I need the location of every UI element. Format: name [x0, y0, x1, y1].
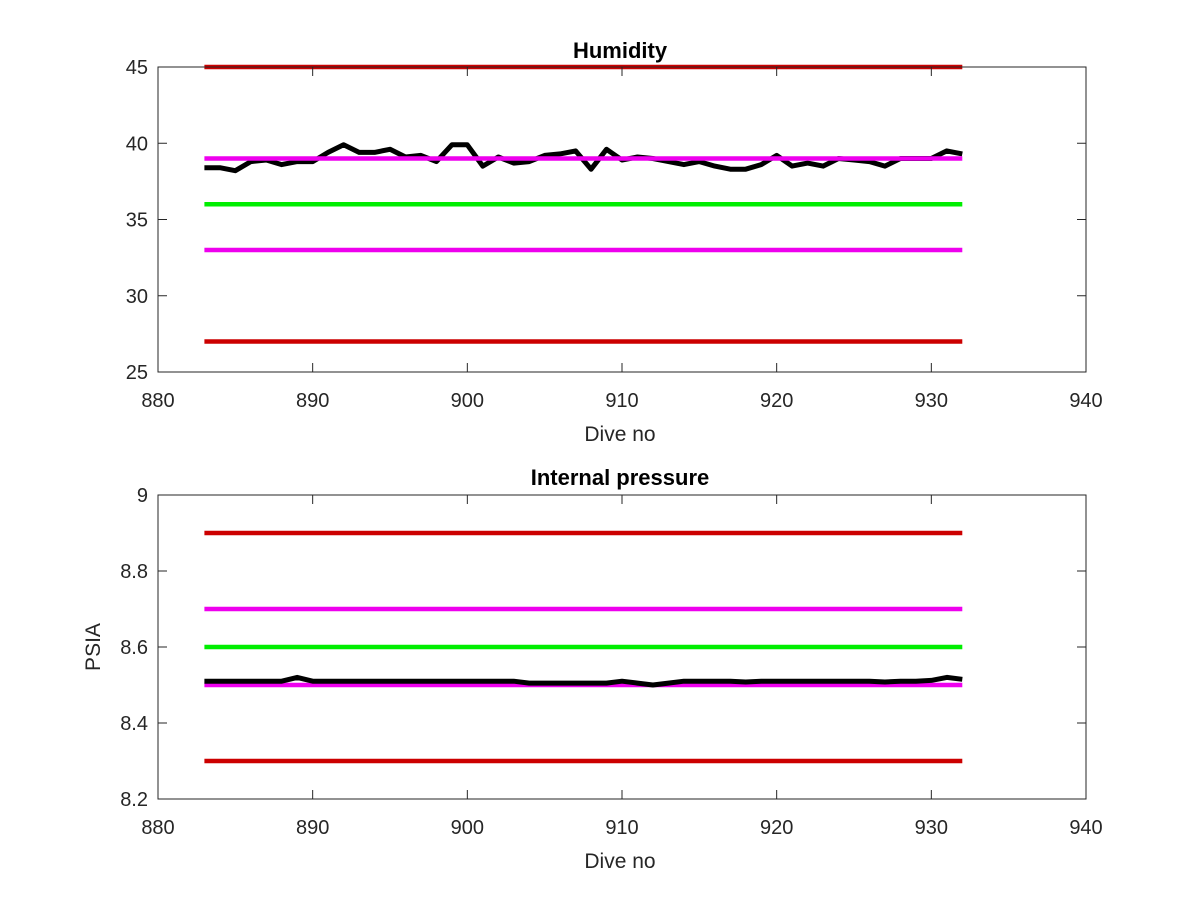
internal-pressure-series-group: [204, 530, 963, 764]
humidity-axes-frame: [157, 66, 1087, 373]
humidity-xlabel: Dive no: [584, 423, 655, 446]
internal-pressure-x-tick-label: 890: [296, 817, 329, 839]
humidity-x-tick-label: 920: [760, 390, 793, 412]
internal-pressure-x-tick-label: 880: [141, 817, 174, 839]
internal-pressure-y-tick-label: 8.8: [120, 561, 148, 583]
humidity-x-tick-label: 940: [1069, 390, 1102, 412]
humidity-y-tick-label: 35: [126, 210, 148, 232]
internal-pressure-y-tick-label: 8.2: [120, 789, 148, 811]
humidity-plot: Humidity Dive no 880 890 900 910 920 930 940 25…: [126, 38, 1103, 446]
internal-pressure-plot: Internal pressure Dive no PSIA 880 890 900…: [82, 465, 1103, 873]
humidity-x-tick-label: 900: [451, 390, 484, 412]
internal-pressure-series-line-5: [204, 674, 963, 688]
humidity-x-tick-label: 910: [605, 390, 638, 412]
humidity-x-tick-label: 930: [915, 390, 948, 412]
humidity-y-tick-label: 25: [126, 362, 148, 384]
internal-pressure-xlabel: Dive no: [584, 850, 655, 873]
humidity-y-tick-label: 45: [126, 57, 148, 79]
humidity-x-tick-label: 890: [296, 390, 329, 412]
humidity-y-tick-label: 40: [126, 133, 148, 155]
humidity-series-group: [204, 64, 963, 344]
internal-pressure-x-tick-label: 920: [760, 817, 793, 839]
internal-pressure-x-tick-label: 900: [451, 817, 484, 839]
internal-pressure-x-tick-label: 910: [605, 817, 638, 839]
internal-pressure-y-tick-label: 8.4: [120, 713, 148, 735]
humidity-y-tick-label: 30: [126, 286, 148, 308]
internal-pressure-x-tick-label: 940: [1069, 817, 1102, 839]
internal-pressure-y-tick-label: 9: [137, 485, 148, 507]
internal-pressure-x-tick-label: 930: [915, 817, 948, 839]
humidity-x-tick-label: 880: [141, 390, 174, 412]
internal-pressure-ylabel: PSIA: [82, 623, 105, 671]
internal-pressure-title: Internal pressure: [531, 465, 710, 490]
humidity-title: Humidity: [573, 38, 668, 63]
internal-pressure-y-tick-label: 8.6: [120, 637, 148, 659]
